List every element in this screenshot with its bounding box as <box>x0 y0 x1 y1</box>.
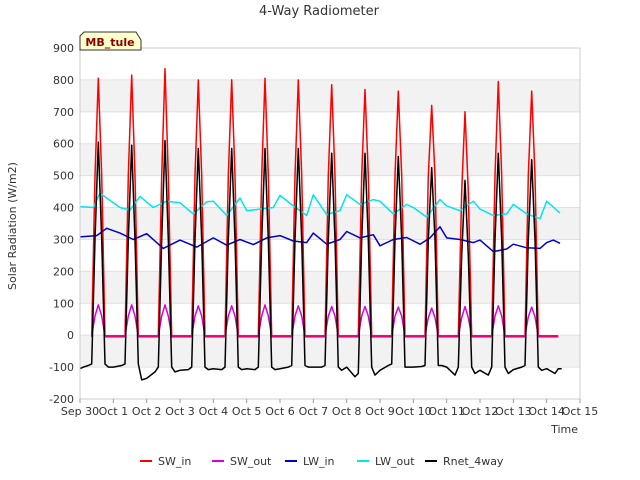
y-tick-label: 400 <box>53 202 74 215</box>
legend-label: SW_in <box>158 455 191 468</box>
legend-label: Rnet_4way <box>443 455 504 468</box>
x-tick-label: Oct 6 <box>265 405 295 418</box>
plot-frame <box>79 47 581 400</box>
y-axis: -200 -100 0 100 200 300 400 500 600 700 800 900 <box>49 42 74 406</box>
chart-title: 4-Way Radiometer <box>259 4 380 19</box>
series-line-rnet-4way <box>79 139 562 381</box>
y-tick-label: -100 <box>49 361 74 374</box>
y-tick-label: 300 <box>53 233 74 246</box>
y-tick-label: 500 <box>53 170 74 183</box>
series-line-sw-out <box>90 304 559 337</box>
site-label: MB_tule <box>85 36 134 49</box>
legend-label: SW_out <box>230 455 272 468</box>
y-tick-label: 700 <box>53 106 74 119</box>
plot-band <box>80 271 580 304</box>
x-tick-label: Oct 7 <box>299 405 329 418</box>
series-layer <box>79 67 562 381</box>
site-label-tag <box>79 31 142 51</box>
x-tick-label: Oct 14 <box>528 405 565 418</box>
y-tick-label: 200 <box>53 265 74 278</box>
x-tick-label: Oct 3 <box>165 405 195 418</box>
series-line-lw-out <box>79 192 561 220</box>
legend-label: LW_out <box>375 455 415 468</box>
series-line-lw-in <box>79 225 561 253</box>
x-axis-title: Time <box>550 423 578 436</box>
plot-band <box>80 48 580 80</box>
y-tick-label: 600 <box>53 138 74 151</box>
site-label-box: MB_tule <box>79 31 142 51</box>
y-tick-label: -200 <box>49 393 74 406</box>
plot-band <box>80 239 580 272</box>
y-tick-label: 800 <box>53 74 74 87</box>
series-line-sw-in <box>90 67 559 338</box>
x-tick-label: Oct 4 <box>199 405 229 418</box>
y-tick-label: 900 <box>53 42 74 55</box>
x-tick-label: Sep 30 <box>61 405 99 418</box>
y-axis-title: Solar Radiation (W/m2) <box>6 162 19 290</box>
x-tick-label: Oct 1 <box>99 405 129 418</box>
y-tick-label: 0 <box>67 329 74 342</box>
plot-band <box>80 367 580 399</box>
plot-band <box>80 335 580 368</box>
x-axis: Sep 30 Oct 1 Oct 2 Oct 3 Oct 4 Oct 5 Oct 6 Oct … <box>61 399 598 418</box>
x-tick-label: Oct 8 <box>332 405 362 418</box>
plot-band <box>80 79 580 112</box>
x-tick-label: Oct 10 <box>395 405 432 418</box>
x-tick-label: Oct 15 <box>562 405 599 418</box>
x-tick-label: Oct 13 <box>495 405 532 418</box>
x-tick-label: Oct 11 <box>428 405 465 418</box>
x-tick-label: Oct 12 <box>462 405 499 418</box>
x-tick-label: Oct 5 <box>232 405 262 418</box>
x-tick-label: Oct 9 <box>365 405 395 418</box>
x-tick-label: Oct 2 <box>132 405 162 418</box>
legend: SW_in SW_out LW_in LW_out Rnet_4way <box>140 455 504 468</box>
y-tick-label: 100 <box>53 297 74 310</box>
legend-label: LW_in <box>303 455 335 468</box>
